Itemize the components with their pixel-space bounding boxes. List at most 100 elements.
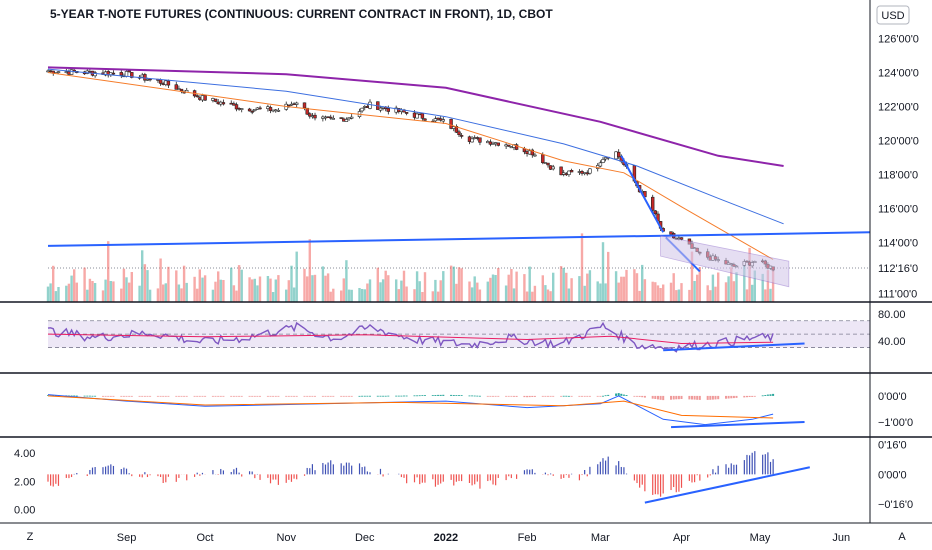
macd-histogram-bar [342, 395, 345, 397]
volume-bar [546, 289, 550, 302]
macd-histogram-bar [709, 395, 712, 400]
macd-histogram-bar [358, 395, 361, 397]
trendline-1 [620, 155, 665, 233]
candle-body [313, 114, 317, 119]
macd-histogram-bar [141, 395, 144, 397]
currency-button-label[interactable]: USD [881, 10, 904, 22]
zoom-button[interactable]: Z [27, 531, 34, 543]
volume-bar [552, 272, 555, 302]
volume-bar [525, 291, 529, 302]
volume-bar [690, 251, 694, 302]
candle-body [294, 102, 299, 105]
volume-bar [329, 291, 332, 302]
osc-right-tick-1: 0'00'0 [878, 469, 907, 481]
price-tick-2: 122'00'0 [878, 102, 919, 114]
volume-bar [342, 278, 345, 302]
macd-histogram-bar [162, 395, 165, 397]
currency-button-frame[interactable] [876, 5, 910, 25]
macd-histogram-bar [219, 395, 222, 397]
macd-histogram-bar [211, 395, 214, 397]
volume-bar [269, 278, 272, 302]
macd-histogram-bar [578, 395, 581, 397]
volume-bar [295, 251, 298, 302]
macd-pane[interactable]: 0'00'0 −1'00'0 [47, 391, 913, 429]
volume-bar [395, 279, 398, 302]
volume-bar [104, 279, 107, 302]
volume-bar [714, 286, 717, 302]
volume-bar [49, 283, 52, 302]
candle-body [478, 137, 482, 143]
auto-scale-button[interactable]: A [898, 531, 906, 543]
candle-body [616, 151, 621, 158]
macd-histogram-bar [497, 395, 500, 397]
macd-histogram-bar [510, 395, 513, 397]
volume-bar [580, 233, 584, 302]
macd-histogram-bar [345, 395, 348, 397]
volume-bar [473, 276, 476, 302]
volume-bar [217, 271, 220, 302]
volume-bar [753, 270, 756, 302]
volume-bar [727, 276, 730, 302]
volume-bar [549, 291, 552, 302]
macd-histogram-bar [146, 395, 149, 397]
time-tick-8: May [750, 532, 771, 544]
volume-bar [211, 289, 215, 302]
macd-histogram-bar [269, 395, 272, 397]
macd-histogram-bar [256, 395, 259, 397]
macd-histogram-bar [379, 395, 382, 397]
macd-histogram-bar [711, 395, 714, 400]
macd-histogram-bar [677, 395, 680, 400]
macd-histogram-bar [248, 395, 251, 397]
rsi-pane[interactable]: 80.00 40.00 [47, 309, 906, 353]
volume-bar [696, 274, 699, 302]
macd-histogram-bar [583, 395, 586, 397]
volume-bar [418, 281, 421, 302]
candle-body [679, 237, 684, 240]
price-pane[interactable]: 126'00'0 124'00'0 122'00'0 120'00'0 118'00'0… [46, 34, 919, 303]
osc-left-tick-0: 4.00 [14, 448, 35, 460]
macd-histogram-bar [680, 395, 683, 399]
macd-histogram-bar [439, 394, 442, 396]
macd-histogram-bar [533, 395, 536, 397]
volume-bar [669, 282, 673, 302]
macd-histogram-bar [544, 395, 547, 397]
moving-average-0 [47, 72, 774, 260]
volume-bar [745, 289, 749, 302]
candle-body [514, 144, 519, 150]
volume-bar [358, 288, 361, 302]
volume-bar [431, 291, 434, 302]
candle-body [250, 111, 254, 113]
candle-body [195, 95, 199, 98]
macd-histogram-bar [547, 395, 549, 397]
candle-body [650, 196, 655, 211]
macd-histogram-bar [769, 394, 772, 396]
macd-histogram-bar [217, 395, 220, 397]
macd-histogram-bar [471, 395, 474, 397]
volume-bar [88, 278, 92, 302]
macd-histogram-bar [251, 395, 254, 397]
volume-bar [266, 276, 270, 302]
macd-histogram-bar [321, 395, 324, 397]
macd-histogram-bar [204, 395, 207, 397]
macd-histogram-bar [122, 395, 125, 397]
candle-body [198, 97, 202, 100]
volume-bar [193, 276, 196, 302]
oscillator-pane[interactable]: 4.00 2.00 0.00 0'16'0 0'00'0 −0'16'0 [14, 440, 913, 517]
volume-bar [203, 275, 207, 302]
macd-histogram-bar [751, 395, 754, 397]
candle-body [258, 107, 262, 110]
macd-histogram-bar [620, 393, 623, 396]
volume-bar [91, 281, 94, 302]
rsi-trendline-0 [663, 342, 805, 352]
volume-bar [180, 288, 183, 302]
macd-histogram-bar [599, 395, 602, 397]
volume-bar [478, 289, 482, 302]
candle-body [530, 149, 535, 156]
macd-histogram-bar [654, 395, 657, 399]
time-tick-9: Jun [832, 532, 850, 544]
price-tick-4: 118'00'0 [878, 170, 918, 182]
candle-body [415, 113, 419, 119]
currency-button[interactable]: USD [876, 5, 910, 25]
volume-bar [643, 279, 647, 302]
